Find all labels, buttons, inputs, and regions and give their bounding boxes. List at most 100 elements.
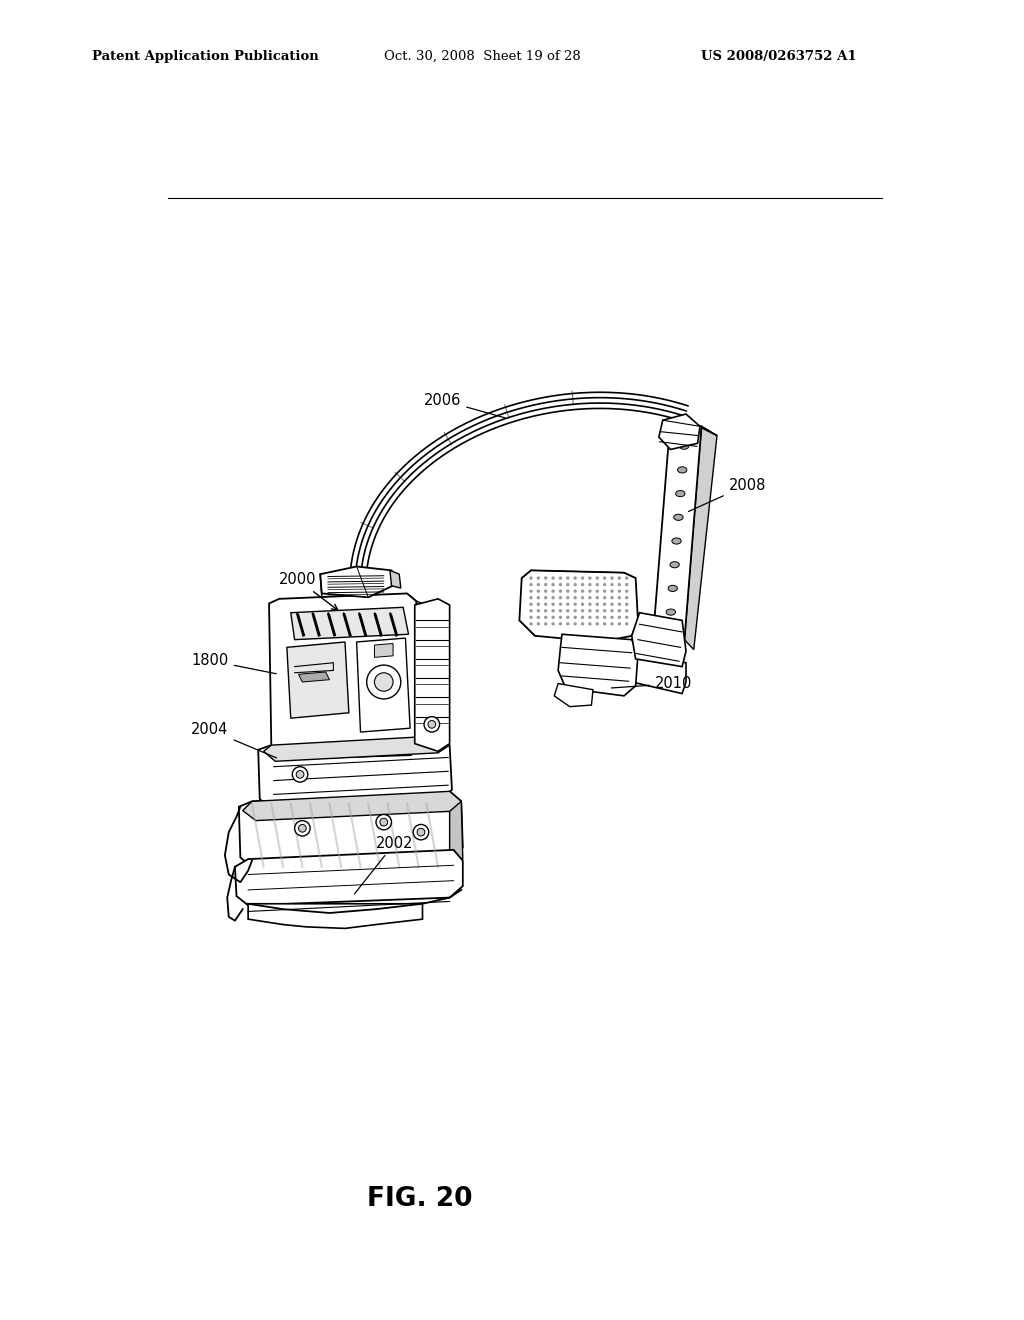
Circle shape	[610, 602, 613, 606]
Polygon shape	[653, 418, 701, 640]
Circle shape	[551, 577, 555, 579]
Circle shape	[566, 577, 569, 579]
Circle shape	[603, 597, 606, 599]
Text: 2008: 2008	[688, 478, 766, 511]
Circle shape	[596, 602, 599, 606]
Circle shape	[581, 615, 585, 619]
Text: 1800: 1800	[191, 653, 276, 673]
Circle shape	[603, 622, 606, 626]
Circle shape	[544, 609, 548, 612]
Text: US 2008/0263752 A1: US 2008/0263752 A1	[701, 50, 857, 63]
Polygon shape	[248, 904, 423, 928]
Polygon shape	[684, 426, 717, 649]
Circle shape	[617, 615, 621, 619]
Text: 2002: 2002	[354, 836, 414, 894]
Polygon shape	[390, 570, 400, 589]
Circle shape	[596, 597, 599, 599]
Circle shape	[625, 577, 629, 579]
Circle shape	[610, 615, 613, 619]
Text: 2010: 2010	[611, 676, 692, 692]
Circle shape	[544, 622, 548, 626]
Circle shape	[588, 602, 592, 606]
Circle shape	[559, 590, 562, 593]
Circle shape	[299, 825, 306, 832]
Circle shape	[617, 602, 621, 606]
Circle shape	[529, 583, 532, 586]
Circle shape	[588, 577, 592, 579]
Circle shape	[625, 622, 629, 626]
Text: Patent Application Publication: Patent Application Publication	[92, 50, 318, 63]
Circle shape	[573, 583, 577, 586]
Circle shape	[603, 602, 606, 606]
Circle shape	[537, 602, 540, 606]
Circle shape	[529, 609, 532, 612]
Circle shape	[529, 602, 532, 606]
Circle shape	[588, 583, 592, 586]
Polygon shape	[297, 612, 305, 636]
Circle shape	[566, 615, 569, 619]
Circle shape	[617, 609, 621, 612]
Circle shape	[610, 609, 613, 612]
Circle shape	[559, 583, 562, 586]
Polygon shape	[671, 418, 717, 436]
Circle shape	[544, 577, 548, 579]
Text: 2006: 2006	[424, 393, 505, 418]
Circle shape	[537, 597, 540, 599]
Circle shape	[551, 583, 555, 586]
Circle shape	[573, 577, 577, 579]
Ellipse shape	[676, 491, 685, 496]
Circle shape	[581, 602, 585, 606]
Circle shape	[537, 590, 540, 593]
Polygon shape	[658, 414, 700, 449]
Text: FIG. 20: FIG. 20	[367, 1185, 473, 1212]
Circle shape	[588, 597, 592, 599]
Circle shape	[588, 615, 592, 619]
Circle shape	[559, 602, 562, 606]
Polygon shape	[628, 651, 686, 693]
Circle shape	[596, 609, 599, 612]
Circle shape	[537, 577, 540, 579]
Circle shape	[295, 821, 310, 836]
Polygon shape	[234, 850, 463, 906]
Circle shape	[551, 597, 555, 599]
Circle shape	[573, 590, 577, 593]
Circle shape	[529, 577, 532, 579]
Polygon shape	[390, 612, 397, 636]
Polygon shape	[450, 792, 463, 859]
Polygon shape	[519, 570, 638, 642]
Circle shape	[566, 590, 569, 593]
Circle shape	[544, 583, 548, 586]
Circle shape	[529, 590, 532, 593]
Circle shape	[596, 590, 599, 593]
Circle shape	[625, 583, 629, 586]
Ellipse shape	[678, 467, 687, 473]
Circle shape	[588, 622, 592, 626]
Circle shape	[292, 767, 308, 781]
Circle shape	[551, 622, 555, 626]
Circle shape	[573, 609, 577, 612]
Polygon shape	[632, 612, 686, 667]
Circle shape	[588, 590, 592, 593]
Circle shape	[566, 597, 569, 599]
Circle shape	[376, 814, 391, 830]
Polygon shape	[243, 792, 461, 821]
Circle shape	[625, 602, 629, 606]
Circle shape	[367, 665, 400, 700]
Circle shape	[603, 615, 606, 619]
Circle shape	[610, 583, 613, 586]
Circle shape	[414, 825, 429, 840]
Circle shape	[537, 583, 540, 586]
Polygon shape	[328, 612, 336, 636]
Circle shape	[596, 583, 599, 586]
Circle shape	[544, 602, 548, 606]
Circle shape	[529, 597, 532, 599]
Circle shape	[566, 609, 569, 612]
Circle shape	[529, 622, 532, 626]
Circle shape	[617, 577, 621, 579]
Circle shape	[566, 602, 569, 606]
Polygon shape	[263, 737, 450, 762]
Circle shape	[551, 590, 555, 593]
Circle shape	[573, 622, 577, 626]
Circle shape	[588, 609, 592, 612]
Text: Oct. 30, 2008  Sheet 19 of 28: Oct. 30, 2008 Sheet 19 of 28	[384, 50, 581, 63]
